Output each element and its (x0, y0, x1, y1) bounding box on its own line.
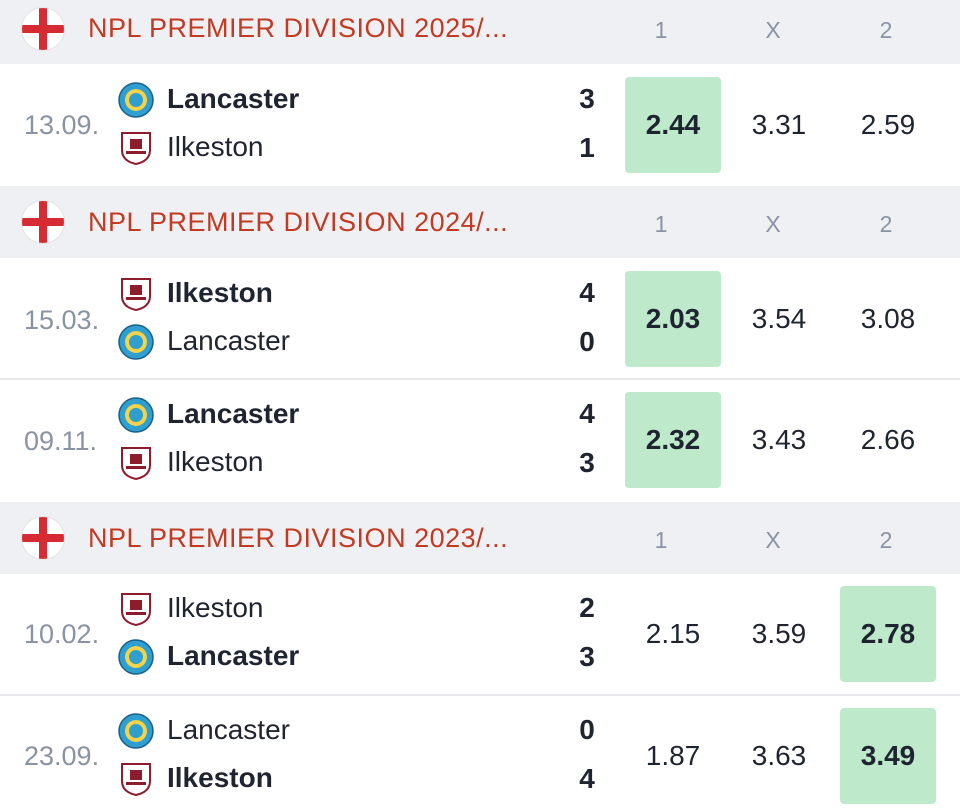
england-flag-icon (22, 8, 64, 50)
league-header[interactable]: NPL PREMIER DIVISION 2025/... 1 X 2 (0, 0, 960, 64)
col-label-draw: X (765, 527, 781, 553)
odds-home[interactable]: 2.32 (625, 392, 721, 488)
odds-home[interactable]: 1.87 (645, 740, 701, 771)
away-score: 3 (579, 447, 595, 478)
home-score: 3 (579, 83, 595, 114)
home-score: 4 (579, 398, 595, 429)
col-label-home: 1 (654, 527, 668, 553)
home-team-name[interactable]: Ilkeston (167, 592, 264, 623)
match-date: 15.03. (24, 305, 100, 335)
ilkeston-crest-icon (121, 593, 151, 627)
ilkeston-crest-icon (121, 132, 151, 166)
match-date: 13.09. (24, 110, 100, 140)
match-row[interactable]: 23.09. Lancaster 0 Ilkeston 4 1.87 3.63 … (0, 696, 960, 810)
away-team-name[interactable]: Lancaster (167, 640, 300, 671)
odds-home[interactable]: 2.15 (645, 618, 701, 649)
col-label-away: 2 (879, 211, 893, 237)
away-team-name[interactable]: Lancaster (167, 325, 290, 356)
league-header[interactable]: NPL PREMIER DIVISION 2024/... 1 X 2 (0, 186, 960, 258)
odds-draw[interactable]: 3.31 (751, 109, 807, 140)
odds-home[interactable]: 2.44 (625, 77, 721, 173)
lancaster-crest-icon (118, 639, 154, 675)
col-label-home: 1 (654, 17, 668, 43)
match-row[interactable]: 10.02. Ilkeston 2 Lancaster 3 2.15 3.59 … (0, 574, 960, 694)
lancaster-crest-icon (118, 713, 154, 749)
league-name[interactable]: NPL PREMIER DIVISION 2025/... (88, 13, 509, 43)
ilkeston-crest-icon (121, 278, 151, 312)
home-team-name[interactable]: Lancaster (167, 83, 300, 114)
row-divider (0, 378, 960, 380)
odds-away[interactable]: 3.08 (860, 303, 916, 334)
away-score: 1 (579, 132, 595, 163)
away-team-name[interactable]: Ilkeston (167, 446, 264, 477)
home-team-name[interactable]: Lancaster (167, 398, 300, 429)
row-divider (0, 694, 960, 696)
home-team-name[interactable]: Lancaster (167, 714, 290, 745)
odds-draw[interactable]: 3.63 (751, 740, 807, 771)
away-team-name[interactable]: Ilkeston (167, 762, 273, 793)
odds-draw[interactable]: 3.54 (751, 303, 807, 334)
away-score: 0 (579, 326, 595, 357)
away-team-name[interactable]: Ilkeston (167, 131, 264, 162)
match-row[interactable]: 09.11. Lancaster 4 Ilkeston 3 2.32 3.43 … (0, 380, 960, 500)
home-score: 0 (579, 714, 595, 745)
match-row[interactable]: 15.03. Ilkeston 4 Lancaster 0 2.03 3.54 … (0, 258, 960, 378)
match-date: 10.02. (24, 619, 100, 649)
league-name[interactable]: NPL PREMIER DIVISION 2023/... (88, 523, 509, 553)
col-label-draw: X (765, 17, 781, 43)
lancaster-crest-icon (118, 397, 154, 433)
away-score: 3 (579, 641, 595, 672)
ilkeston-crest-icon (121, 447, 151, 481)
home-score: 4 (579, 277, 595, 308)
col-label-away: 2 (879, 527, 893, 553)
odds-draw[interactable]: 3.43 (751, 424, 807, 455)
odds-draw[interactable]: 3.59 (751, 618, 807, 649)
home-score: 2 (579, 592, 595, 623)
england-flag-icon (22, 517, 64, 559)
col-label-draw: X (765, 211, 781, 237)
match-date: 23.09. (24, 741, 100, 771)
match-row[interactable]: 13.09. Lancaster 3 Ilkeston 1 2.44 3.31 … (0, 64, 960, 184)
away-score: 4 (579, 763, 595, 794)
england-flag-icon (22, 201, 64, 243)
lancaster-crest-icon (118, 324, 154, 360)
odds-away[interactable]: 2.66 (860, 424, 916, 455)
league-name[interactable]: NPL PREMIER DIVISION 2024/... (88, 207, 509, 237)
col-label-away: 2 (879, 17, 893, 43)
odds-away[interactable]: 2.78 (840, 586, 936, 682)
odds-home[interactable]: 2.03 (625, 271, 721, 367)
odds-away[interactable]: 3.49 (840, 708, 936, 804)
home-team-name[interactable]: Ilkeston (167, 277, 273, 308)
ilkeston-crest-icon (121, 763, 151, 797)
match-date: 09.11. (24, 426, 98, 456)
league-header[interactable]: NPL PREMIER DIVISION 2023/... 1 X 2 (0, 502, 960, 574)
odds-away[interactable]: 2.59 (860, 109, 916, 140)
lancaster-crest-icon (118, 82, 154, 118)
col-label-home: 1 (654, 211, 668, 237)
